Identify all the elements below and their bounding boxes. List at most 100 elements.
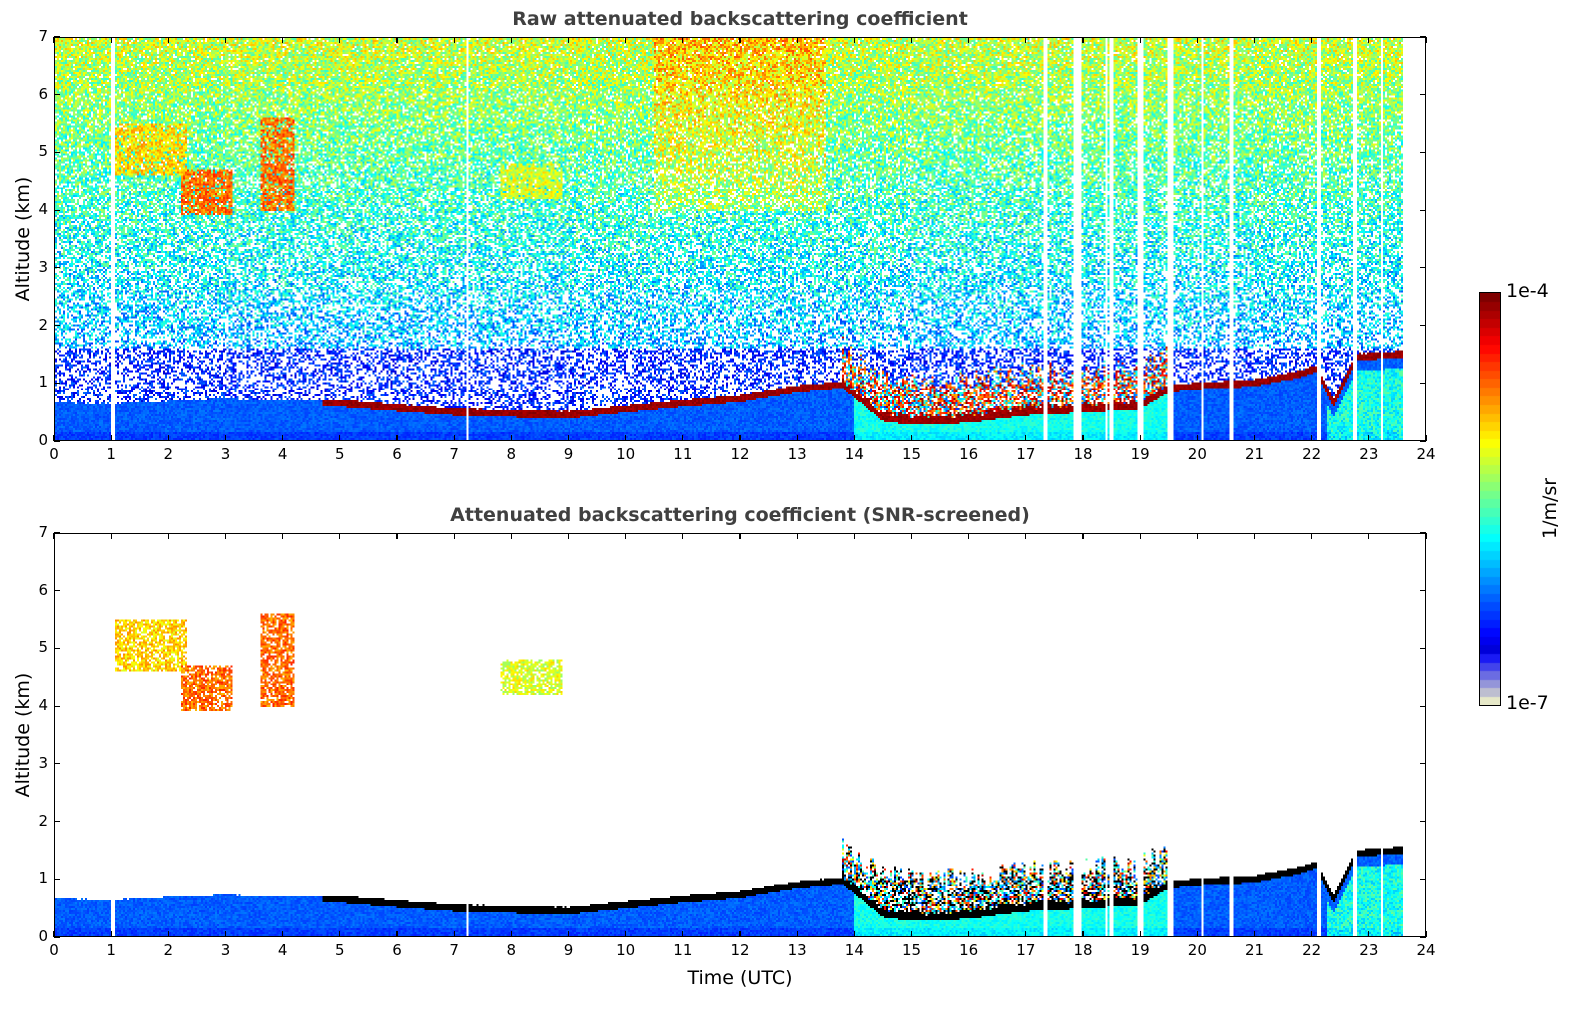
top-heatmap-axes xyxy=(54,37,1426,441)
x-tick xyxy=(453,533,455,539)
y-tick xyxy=(54,705,60,707)
x-tick xyxy=(910,37,913,43)
x-tick xyxy=(567,435,570,441)
x-tick xyxy=(224,533,227,539)
y-tick-label: 0 xyxy=(38,431,48,449)
x-tick xyxy=(110,533,112,539)
y-tick xyxy=(1420,647,1426,650)
x-tick xyxy=(53,931,55,937)
x-tick-label: 23 xyxy=(1359,445,1379,463)
y-tick-label: 1 xyxy=(38,869,48,888)
y-tick xyxy=(54,532,60,534)
x-tick-label: 13 xyxy=(787,941,807,959)
x-tick xyxy=(625,931,627,937)
y-tick xyxy=(54,324,60,327)
x-tick xyxy=(1368,435,1370,441)
x-tick-label: 13 xyxy=(787,445,807,463)
y-tick xyxy=(54,647,60,650)
x-tick xyxy=(282,37,284,43)
x-tick xyxy=(968,37,970,43)
y-tick-label: 2 xyxy=(38,811,48,830)
x-tick xyxy=(339,435,341,441)
x-tick-label: 11 xyxy=(673,941,693,959)
x-tick xyxy=(853,533,855,539)
x-tick-label: 2 xyxy=(163,941,174,959)
x-tick-label: 15 xyxy=(901,941,922,959)
x-tick xyxy=(339,37,341,43)
x-tick-label: 14 xyxy=(844,445,864,463)
x-tick-label: 9 xyxy=(563,941,574,959)
y-tick xyxy=(54,209,60,211)
y-tick-label: 4 xyxy=(38,200,48,219)
colorbar-gradient xyxy=(1480,293,1500,705)
y-tick xyxy=(1420,209,1426,211)
x-tick-label: 20 xyxy=(1187,941,1207,959)
top-panel-title: Raw attenuated backscattering coefficien… xyxy=(512,8,968,30)
x-tick xyxy=(282,435,284,441)
y-tick-label: 2 xyxy=(38,315,48,334)
x-tick-label: 10 xyxy=(616,445,636,463)
x-tick xyxy=(682,37,684,43)
x-tick xyxy=(339,931,341,937)
y-tick xyxy=(54,36,60,38)
x-tick-label: 18 xyxy=(1073,445,1093,463)
x-tick xyxy=(1368,37,1370,43)
x-tick xyxy=(1253,37,1256,43)
y-tick xyxy=(1420,36,1426,38)
x-tick xyxy=(625,37,627,43)
x-tick-label: 23 xyxy=(1359,941,1379,959)
y-tick xyxy=(1420,705,1426,707)
x-tick-label: 17 xyxy=(1016,941,1036,959)
x-tick xyxy=(167,533,169,539)
x-tick-label: 19 xyxy=(1130,941,1150,959)
x-tick-label: 1 xyxy=(106,941,116,959)
x-tick xyxy=(1311,533,1313,539)
x-tick xyxy=(1025,435,1027,441)
x-tick xyxy=(1025,37,1027,43)
colorbar-max-label: 1e-4 xyxy=(1506,280,1549,302)
x-tick xyxy=(224,931,227,937)
x-tick xyxy=(1196,533,1198,539)
colorbar-unit-label: 1/m/sr xyxy=(1539,477,1561,539)
x-tick xyxy=(1139,37,1141,43)
x-tick-label: 0 xyxy=(49,445,59,463)
x-tick xyxy=(1139,435,1141,441)
bottom-panel-title: Attenuated backscattering coefficient (S… xyxy=(450,504,1030,526)
x-tick xyxy=(739,931,741,937)
colorbar-min-label: 1e-7 xyxy=(1506,692,1549,714)
y-tick-label: 6 xyxy=(38,84,48,103)
x-tick xyxy=(167,931,169,937)
x-tick xyxy=(682,435,684,441)
x-tick-label: 15 xyxy=(901,445,922,463)
x-tick-label: 12 xyxy=(730,445,750,463)
y-tick xyxy=(54,878,60,880)
y-tick xyxy=(1420,878,1426,880)
top-y-axis-label: Altitude (km) xyxy=(12,176,34,302)
y-tick xyxy=(54,151,60,154)
y-tick-label: 1 xyxy=(38,373,48,392)
x-tick-label: 7 xyxy=(449,941,459,959)
x-tick-label: 21 xyxy=(1244,941,1265,959)
x-tick-label: 4 xyxy=(277,941,288,959)
x-tick xyxy=(625,533,627,539)
x-tick xyxy=(796,533,798,539)
x-tick xyxy=(1139,931,1141,937)
x-tick-label: 17 xyxy=(1016,445,1036,463)
x-axis-label: Time (UTC) xyxy=(687,967,793,989)
x-tick xyxy=(682,533,684,539)
x-tick-label: 8 xyxy=(506,941,517,959)
x-tick-label: 22 xyxy=(1302,941,1322,959)
x-tick-label: 8 xyxy=(506,445,517,463)
x-tick xyxy=(1082,435,1084,441)
x-tick xyxy=(110,435,112,441)
x-tick-label: 6 xyxy=(392,445,402,463)
x-tick-label: 10 xyxy=(616,941,636,959)
x-tick xyxy=(339,533,341,539)
y-tick xyxy=(54,820,60,823)
x-tick-label: 14 xyxy=(844,941,864,959)
x-tick xyxy=(853,37,855,43)
y-tick xyxy=(1420,94,1426,96)
x-tick xyxy=(224,37,227,43)
x-tick-label: 19 xyxy=(1130,445,1150,463)
y-tick-label: 3 xyxy=(38,753,48,772)
